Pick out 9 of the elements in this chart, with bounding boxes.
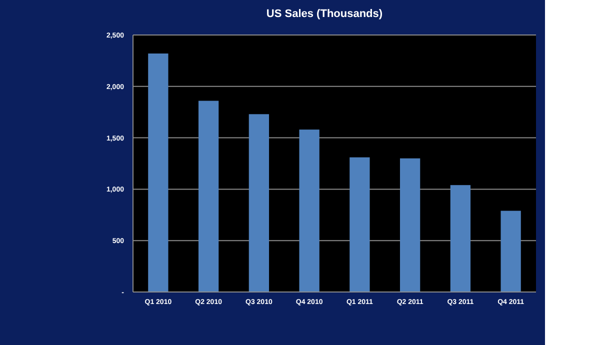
bar [400,158,420,292]
bar [450,185,471,292]
chart-title: US Sales (Thousands) [266,8,383,20]
bar [500,210,521,292]
bar [299,130,320,292]
bar [248,114,270,292]
bar [350,157,370,292]
bar [148,54,168,292]
bar [198,100,219,292]
